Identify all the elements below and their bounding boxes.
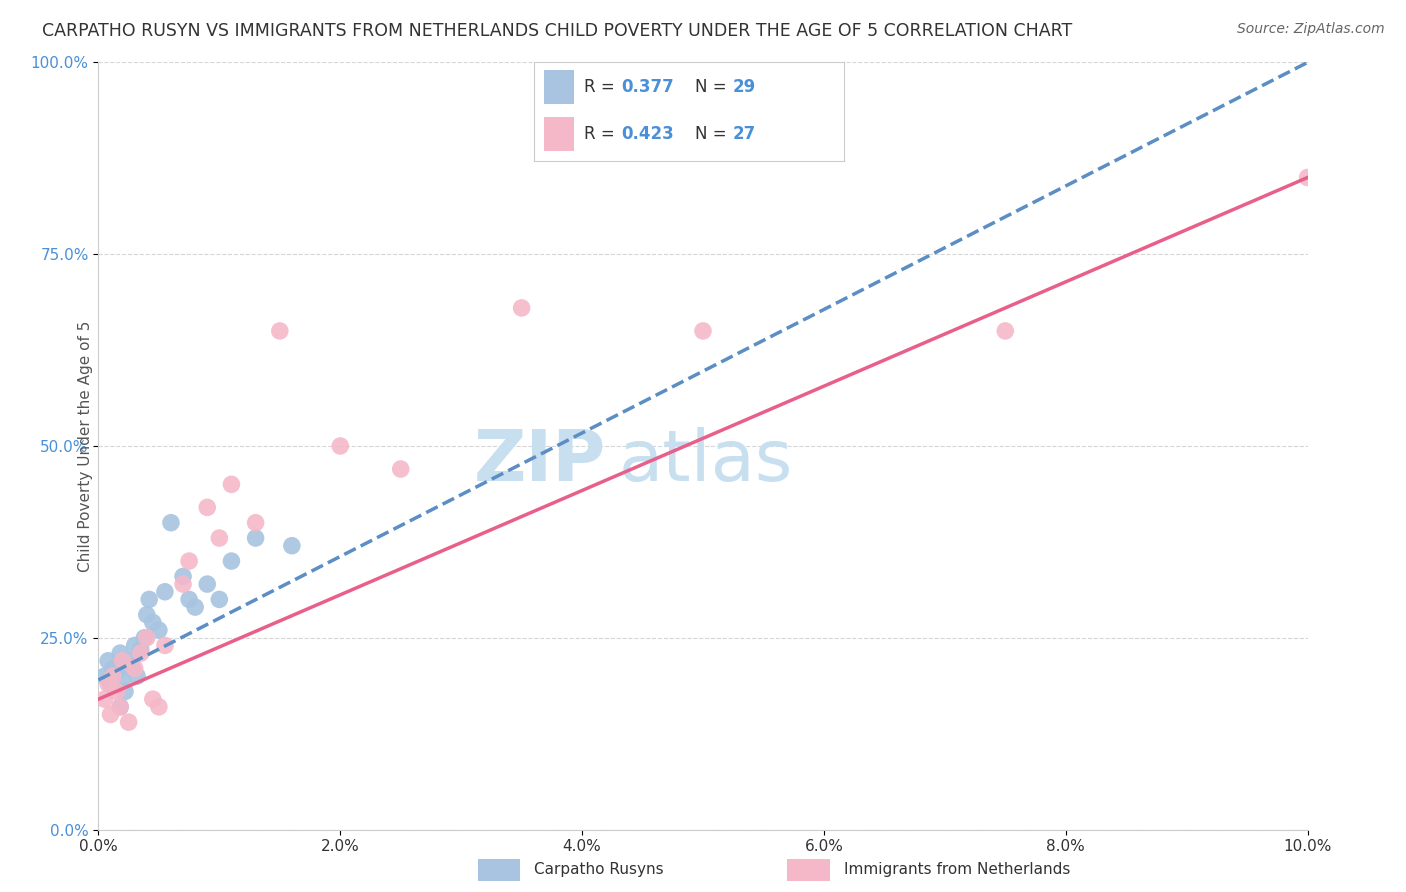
Point (245, 516, 267, 530)
Point (221, 477, 243, 491)
Point (153, 639, 176, 653)
Point (172, 577, 194, 591)
Point (142, 692, 165, 706)
Point (135, 631, 157, 645)
Point (93, 692, 115, 706)
Text: N =: N = (695, 78, 733, 96)
Text: Source: ZipAtlas.com: Source: ZipAtlas.com (1237, 22, 1385, 37)
Text: atlas: atlas (619, 427, 793, 496)
Point (245, 531, 267, 545)
Point (153, 584, 176, 599)
Point (138, 592, 160, 607)
Point (124, 639, 146, 653)
Point (195, 500, 218, 515)
Point (108, 646, 131, 660)
Text: CARPATHO RUSYN VS IMMIGRANTS FROM NETHERLANDS CHILD POVERTY UNDER THE AGE OF 5 C: CARPATHO RUSYN VS IMMIGRANTS FROM NETHER… (42, 22, 1073, 40)
Text: Immigrants from Netherlands: Immigrants from Netherlands (844, 863, 1070, 877)
Point (1296, 170, 1319, 185)
Point (124, 661, 146, 675)
Point (114, 684, 136, 698)
Point (142, 615, 165, 630)
Point (160, 516, 183, 530)
Point (692, 324, 714, 338)
Point (172, 569, 194, 583)
FancyBboxPatch shape (544, 70, 575, 103)
Point (111, 654, 134, 668)
Text: ZIP: ZIP (474, 427, 606, 496)
Point (184, 600, 207, 615)
Text: R =: R = (583, 125, 620, 143)
Point (148, 699, 170, 714)
Point (100, 707, 122, 722)
Point (134, 631, 156, 645)
Point (221, 554, 243, 568)
Point (179, 592, 201, 607)
Y-axis label: Child Poverty Under the Age of 5: Child Poverty Under the Age of 5 (77, 320, 93, 572)
Point (129, 646, 152, 660)
Point (118, 715, 141, 730)
Point (97, 677, 120, 691)
Point (100, 677, 122, 691)
Text: Carpatho Rusyns: Carpatho Rusyns (534, 863, 664, 877)
Point (108, 699, 131, 714)
Point (118, 654, 141, 668)
Point (269, 324, 291, 338)
Text: 0.423: 0.423 (621, 125, 673, 143)
Point (329, 439, 352, 453)
Text: R =: R = (583, 78, 620, 96)
Point (510, 301, 533, 315)
Text: 0.377: 0.377 (621, 78, 673, 96)
Point (208, 531, 231, 545)
Text: 27: 27 (733, 125, 755, 143)
Point (129, 642, 152, 657)
Text: N =: N = (695, 125, 733, 143)
Point (994, 324, 1017, 338)
Point (105, 665, 128, 680)
Point (195, 577, 218, 591)
Point (389, 462, 412, 476)
Point (93, 669, 115, 683)
Point (108, 699, 131, 714)
Point (127, 669, 149, 683)
Text: 29: 29 (733, 78, 755, 96)
Point (101, 669, 124, 683)
Point (281, 539, 304, 553)
Point (135, 607, 157, 622)
Point (105, 684, 128, 698)
Point (97, 654, 120, 668)
Point (111, 673, 134, 687)
Point (148, 623, 170, 637)
Point (101, 661, 124, 675)
Point (179, 554, 201, 568)
Point (208, 592, 231, 607)
FancyBboxPatch shape (544, 118, 575, 151)
Point (121, 661, 143, 675)
